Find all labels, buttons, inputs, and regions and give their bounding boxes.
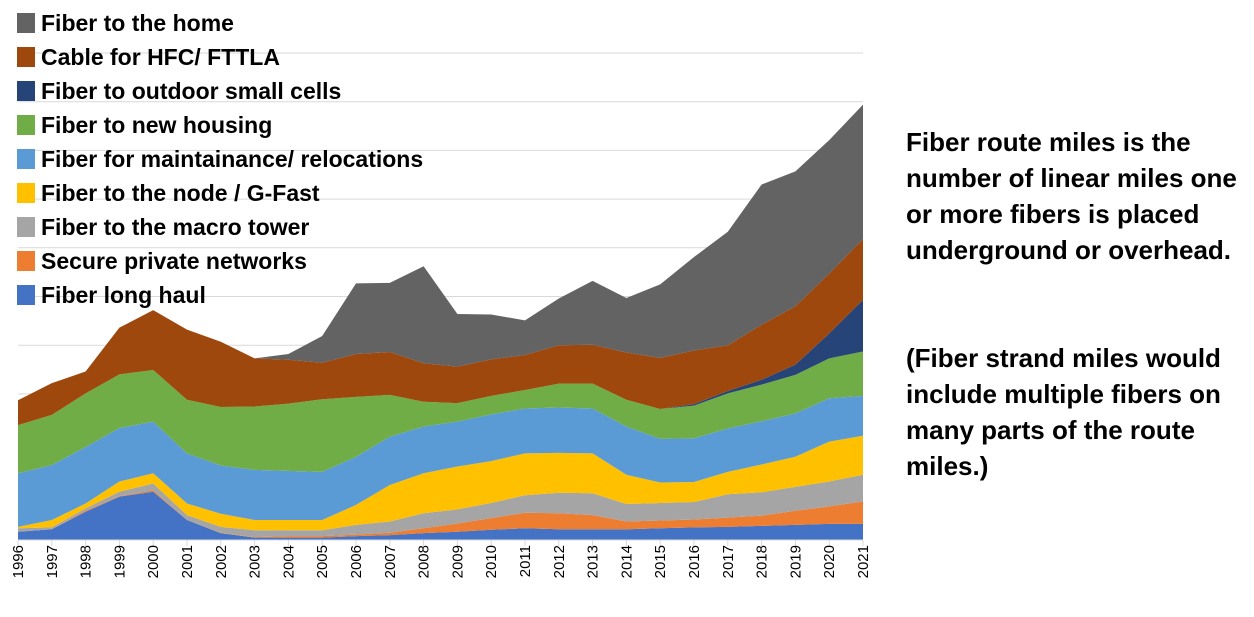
legend-swatch: [17, 13, 35, 33]
area-fiber-to-the-node-g-fast: [18, 435, 863, 531]
legend-swatch: [17, 251, 35, 271]
legend-swatch: [17, 183, 35, 203]
x-axis: 1996 1997 1998 1999 2000 2001 2002 2003 2004 2005…: [10, 539, 872, 578]
x-tick-label: 2021: [855, 545, 872, 578]
x-tick-label: 1999: [111, 545, 128, 578]
legend-label: Fiber to the macro tower: [41, 214, 309, 240]
area-fiber-for-maintainance-relocations: [18, 395, 863, 527]
legend-swatch: [17, 47, 35, 67]
x-tick-label: 1998: [78, 545, 95, 578]
x-tick-label: 2010: [483, 545, 500, 578]
legend-item: Fiber for maintainance/ relocations: [17, 146, 423, 172]
legend-swatch: [17, 115, 35, 135]
x-tick-label: 2004: [280, 545, 297, 578]
legend-swatch: [17, 285, 35, 305]
x-tick-label: 2006: [348, 545, 365, 578]
legend-swatch: [17, 149, 35, 169]
x-tick-label: 2000: [145, 545, 162, 578]
area-fiber-to-the-macro-tower: [18, 474, 863, 538]
x-tick-label: 1997: [44, 545, 61, 578]
x-tick-label: 2018: [754, 545, 771, 578]
x-tick-label: 2013: [585, 545, 602, 578]
area-secure-private-networks: [18, 490, 863, 538]
x-tick-label: 2005: [314, 545, 331, 578]
legend-item: Fiber long haul: [17, 282, 206, 308]
x-tick-label: 2008: [416, 545, 433, 578]
legend: Fiber to the home Cable for HFC/ FTTLA Fib…: [17, 10, 423, 308]
legend-label: Secure private networks: [41, 248, 307, 274]
legend-item: Fiber to the macro tower: [17, 214, 309, 240]
note-route-miles: Fiber route miles is the number of linea…: [906, 127, 1237, 265]
x-tick-label: 2019: [787, 545, 804, 578]
legend-item: Fiber to the node / G-Fast: [17, 180, 320, 206]
x-tick-label: 2001: [179, 545, 196, 578]
note-strand-miles: (Fiber strand miles would include multip…: [906, 343, 1221, 481]
x-tick-label: 2016: [686, 545, 703, 578]
x-tick-label: 2020: [821, 545, 838, 578]
legend-item: Fiber to outdoor small cells: [17, 78, 341, 104]
legend-label: Fiber long haul: [41, 282, 206, 308]
legend-label: Fiber for maintainance/ relocations: [41, 146, 423, 172]
area-cable-for-hfc-fttla: [18, 239, 863, 426]
legend-label: Cable for HFC/ FTTLA: [41, 44, 280, 70]
legend-swatch: [17, 81, 35, 101]
x-tick-label: 1996: [10, 545, 27, 578]
legend-label: Fiber to outdoor small cells: [41, 78, 341, 104]
x-tick-label: 2003: [247, 545, 264, 578]
legend-swatch: [17, 217, 35, 237]
x-tick-label: 2015: [652, 545, 669, 578]
x-tick-label: 2002: [213, 545, 230, 578]
legend-label: Fiber to the home: [41, 10, 234, 36]
area-fiber-to-the-home: [18, 104, 863, 401]
x-tick-label: 2014: [618, 545, 635, 578]
x-tick-label: 2009: [449, 545, 466, 578]
area-fiber-to-new-housing: [18, 351, 863, 474]
x-tick-label: 2012: [551, 545, 568, 578]
legend-item: Fiber to new housing: [17, 112, 272, 138]
x-tick-label: 2007: [382, 545, 399, 578]
area-fiber-long-haul: [18, 491, 863, 540]
legend-item: Cable for HFC/ FTTLA: [17, 44, 280, 70]
legend-label: Fiber to the node / G-Fast: [41, 180, 320, 206]
x-tick-label: 2011: [517, 545, 534, 577]
area-series: [18, 104, 863, 540]
legend-item: Secure private networks: [17, 248, 307, 274]
legend-item: Fiber to the home: [17, 10, 234, 36]
legend-label: Fiber to new housing: [41, 112, 272, 138]
x-tick-label: 2017: [720, 545, 737, 578]
